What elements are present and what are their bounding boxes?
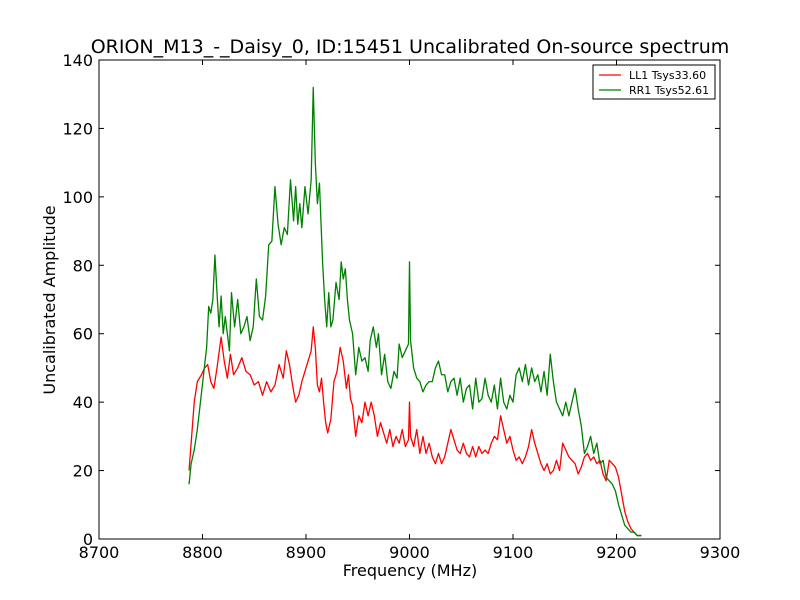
x-tick-label-9100: 9100	[493, 543, 534, 562]
chart-title: ORION_M13_-_Daisy_0, ID:15451 Uncalibrat…	[91, 36, 730, 58]
x-tick-label-8900: 8900	[286, 543, 327, 562]
legend-label-ll1: LL1 Tsys33.60	[629, 69, 706, 82]
series-layer	[188, 86, 642, 537]
y-tick-label-0: 0	[83, 530, 93, 549]
x-tick-label-8800: 8800	[182, 543, 223, 562]
y-tick-label-120: 120	[62, 119, 93, 138]
ticks-layer: 8700 8800 8900 9000 9100 9200 9300 0 20 40 60 80 100…	[62, 51, 740, 562]
series-line-1	[188, 86, 642, 537]
x-tick-label-9000: 9000	[389, 543, 430, 562]
y-tick-label-100: 100	[62, 188, 93, 207]
x-tick-label-9200: 9200	[596, 543, 637, 562]
y-tick-label-80: 80	[73, 256, 93, 275]
y-tick-label-60: 60	[73, 325, 93, 344]
x-axis-title: Frequency (MHz)	[343, 561, 477, 580]
series-line-0	[188, 326, 642, 537]
legend: LL1 Tsys33.60 RR1 Tsys52.61	[592, 64, 716, 100]
y-tick-label-140: 140	[62, 51, 93, 70]
y-tick-label-20: 20	[73, 462, 93, 481]
legend-label-rr1: RR1 Tsys52.61	[629, 84, 709, 97]
legend-box	[592, 64, 716, 100]
y-tick-label-40: 40	[73, 393, 93, 412]
y-axis-title: Uncalibrated Amplitude	[40, 205, 59, 394]
x-tick-label-9300: 9300	[700, 543, 741, 562]
x-tick-label-8700: 8700	[79, 543, 120, 562]
